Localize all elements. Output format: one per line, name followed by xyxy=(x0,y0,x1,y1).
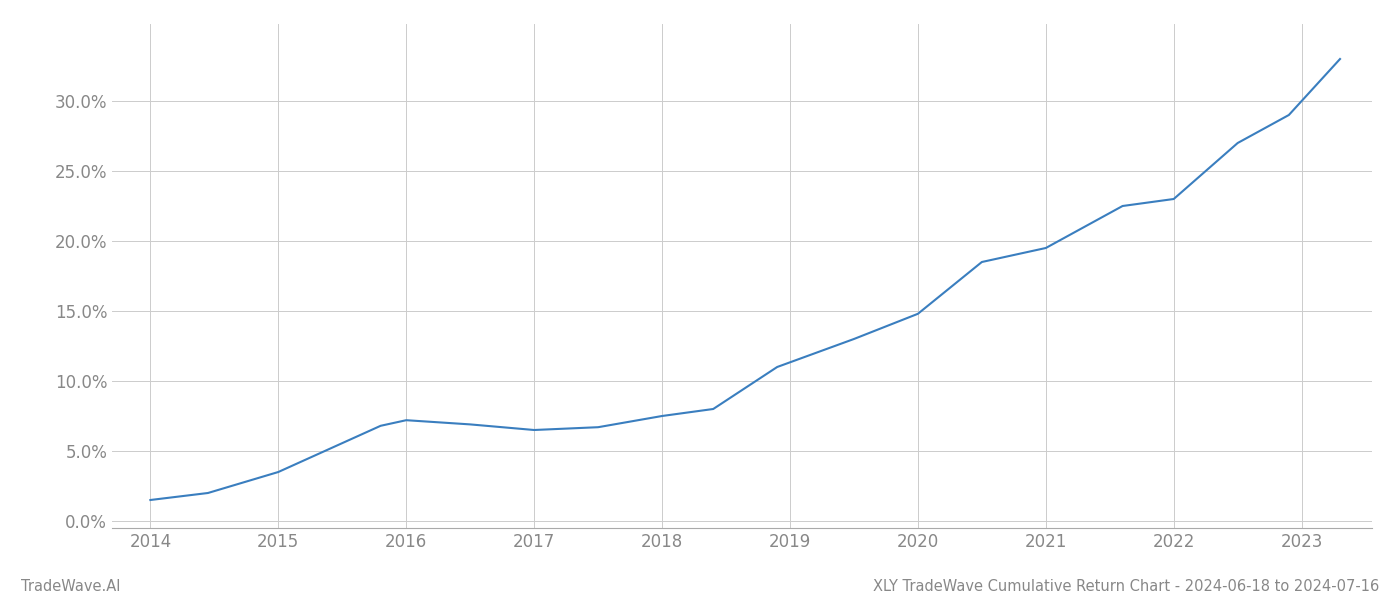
Text: TradeWave.AI: TradeWave.AI xyxy=(21,579,120,594)
Text: XLY TradeWave Cumulative Return Chart - 2024-06-18 to 2024-07-16: XLY TradeWave Cumulative Return Chart - … xyxy=(872,579,1379,594)
